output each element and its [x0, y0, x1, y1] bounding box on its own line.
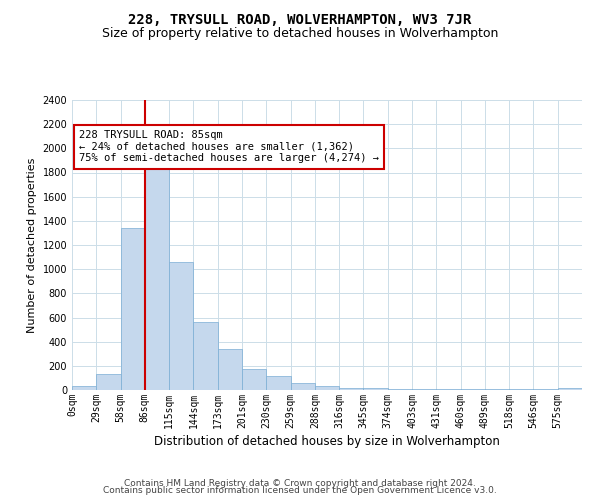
Bar: [72, 386, 96, 390]
Bar: [121, 228, 145, 390]
Bar: [218, 349, 242, 390]
Bar: [558, 388, 582, 390]
Bar: [364, 388, 388, 390]
Bar: [315, 386, 339, 390]
Y-axis label: Number of detached properties: Number of detached properties: [27, 158, 37, 332]
Bar: [96, 374, 121, 390]
Bar: [290, 384, 315, 390]
X-axis label: Distribution of detached houses by size in Wolverhampton: Distribution of detached houses by size …: [154, 435, 500, 448]
Bar: [145, 160, 169, 390]
Text: Contains public sector information licensed under the Open Government Licence v3: Contains public sector information licen…: [103, 486, 497, 495]
Bar: [169, 262, 193, 390]
Bar: [339, 388, 364, 390]
Text: Contains HM Land Registry data © Crown copyright and database right 2024.: Contains HM Land Registry data © Crown c…: [124, 478, 476, 488]
Bar: [266, 376, 290, 390]
Text: 228 TRYSULL ROAD: 85sqm
← 24% of detached houses are smaller (1,362)
75% of semi: 228 TRYSULL ROAD: 85sqm ← 24% of detache…: [79, 130, 379, 164]
Text: Size of property relative to detached houses in Wolverhampton: Size of property relative to detached ho…: [102, 28, 498, 40]
Text: 228, TRYSULL ROAD, WOLVERHAMPTON, WV3 7JR: 228, TRYSULL ROAD, WOLVERHAMPTON, WV3 7J…: [128, 12, 472, 26]
Bar: [193, 322, 218, 390]
Bar: [388, 389, 412, 390]
Bar: [242, 369, 266, 390]
